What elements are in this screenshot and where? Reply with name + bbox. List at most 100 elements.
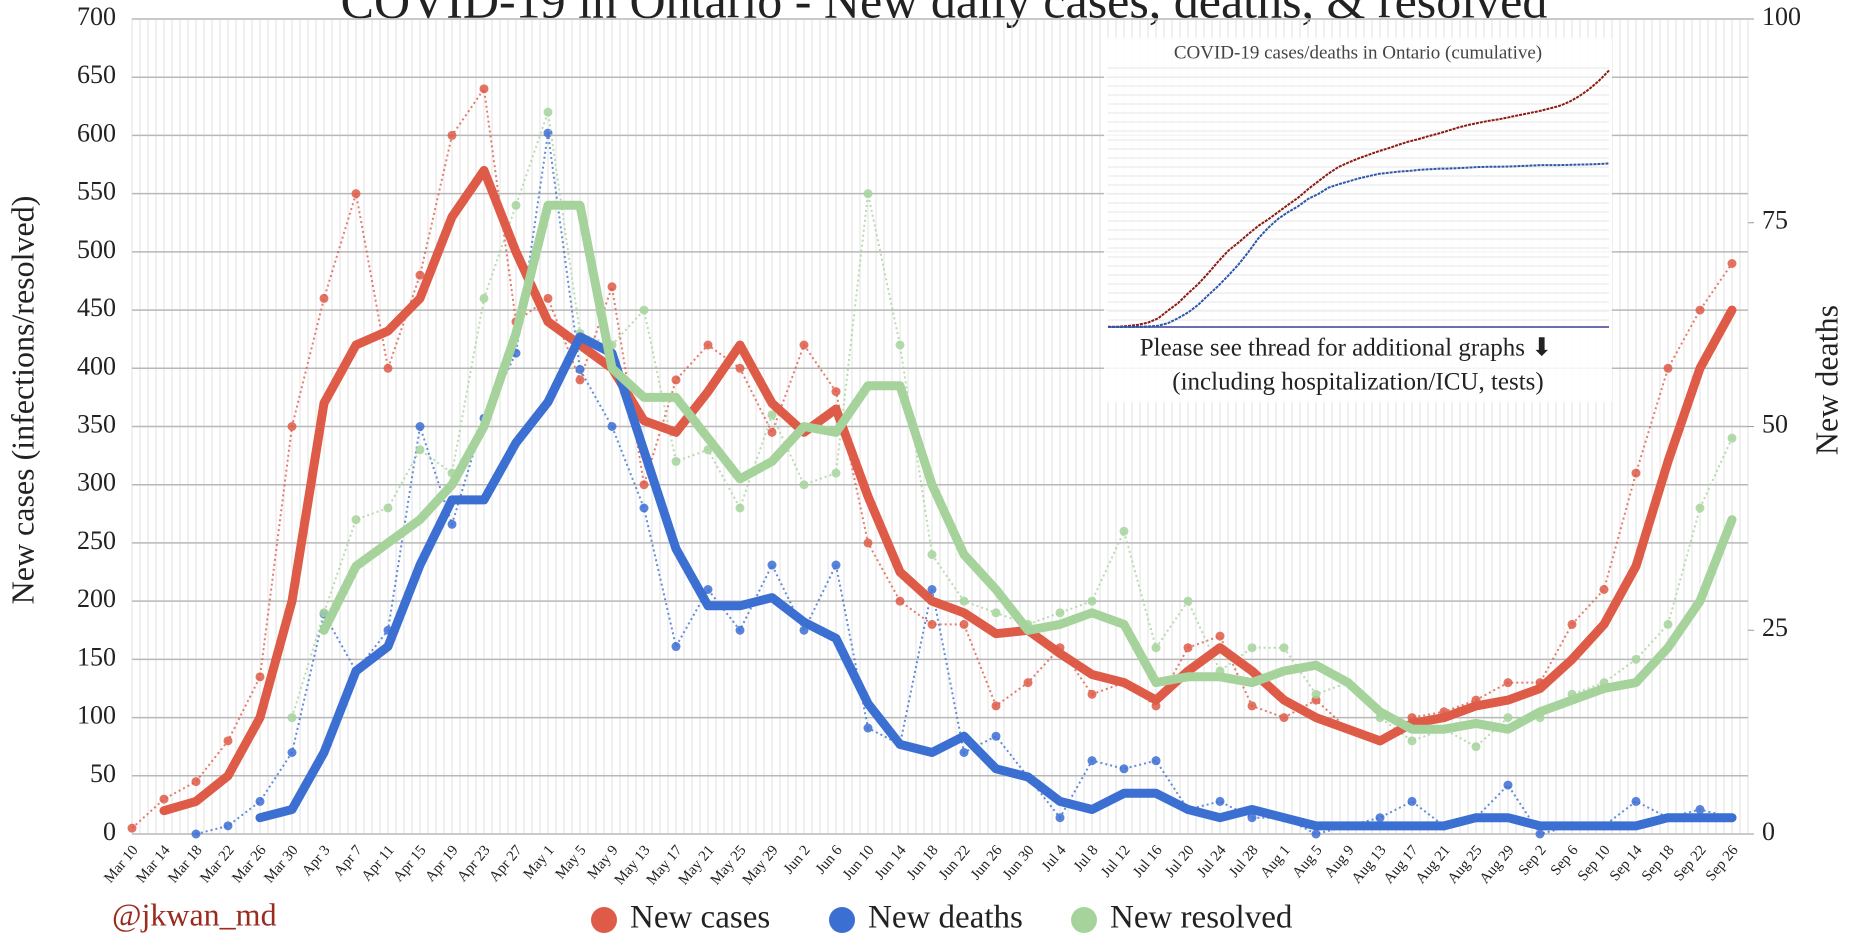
legend: New cases New deaths New resolved: [591, 900, 1293, 936]
x-tick-label: Jul 12: [1098, 842, 1134, 880]
legend-label: New resolved: [1110, 900, 1293, 936]
daily-point: [1247, 643, 1257, 653]
daily-point: [671, 375, 681, 385]
x-tick-label: Jul 24: [1194, 842, 1230, 880]
daily-point: [1151, 756, 1161, 766]
x-tick-label: Jun 2: [781, 842, 814, 877]
daily-point: [1695, 805, 1705, 815]
daily-point: [1119, 526, 1129, 536]
x-tick-label: Mar 26: [229, 842, 270, 886]
daily-point: [1407, 736, 1417, 746]
x-tick-label: Jun 22: [936, 842, 974, 883]
y-tick-label: 700: [77, 2, 116, 31]
daily-point: [1215, 796, 1225, 806]
daily-point: [735, 625, 745, 635]
x-tick-label: Jun 10: [840, 842, 878, 883]
daily-point: [1727, 259, 1737, 268]
x-tick-label: Aug 29: [1477, 842, 1518, 886]
daily-point: [1503, 713, 1513, 723]
daily-point: [127, 823, 137, 833]
daily-point: [927, 619, 937, 629]
daily-point: [415, 445, 425, 455]
chart-title: COVID-19 in Ontario - New daily cases, d…: [341, 0, 1548, 28]
daily-point: [1503, 780, 1513, 790]
daily-point: [991, 608, 1001, 618]
x-tick-label: Sep 10: [1575, 842, 1614, 884]
daily-point: [383, 363, 393, 373]
y-tick-label: 350: [77, 409, 116, 438]
daily-point: [735, 503, 745, 513]
daily-point: [831, 560, 841, 570]
x-tick-label: Mar 10: [101, 842, 141, 886]
x-tick-label: Apr 11: [359, 842, 398, 884]
inset-plot: [1107, 67, 1610, 328]
daily-point: [1631, 468, 1641, 478]
x-tick-label: May 5: [553, 842, 590, 882]
daily-point: [575, 364, 585, 374]
daily-point: [351, 515, 361, 525]
y-tick-label: 300: [77, 468, 116, 497]
daily-point: [1663, 619, 1673, 629]
daily-point: [799, 480, 809, 490]
daily-point: [1055, 813, 1065, 823]
daily-point: [895, 340, 905, 350]
y2-axis-label: New deaths: [1808, 305, 1844, 455]
y-tick-label: 50: [90, 759, 116, 788]
daily-point: [1695, 305, 1705, 315]
daily-point: [703, 585, 713, 594]
daily-point: [287, 422, 297, 431]
x-tick-label: Sep 18: [1639, 842, 1678, 884]
daily-point: [447, 130, 457, 140]
inset-title: COVID-19 cases/deaths in Ontario (cumula…: [1174, 42, 1542, 63]
x-tick-label: Sep 22: [1671, 842, 1710, 884]
y-tick-label: 650: [77, 60, 116, 89]
y-tick-label: 450: [77, 293, 116, 322]
daily-point: [831, 387, 841, 397]
x-tick-label: Sep 2: [1516, 842, 1550, 878]
daily-point: [607, 282, 617, 292]
daily-point: [639, 480, 649, 490]
daily-point: [863, 538, 873, 548]
daily-point: [1503, 678, 1513, 688]
y-tick-label: 0: [103, 817, 116, 846]
daily-point: [991, 731, 1001, 741]
x-tick-label: Mar 22: [197, 842, 237, 886]
x-tick-label: Apr 3: [299, 842, 333, 879]
legend-marker: [591, 907, 617, 933]
daily-point: [1727, 433, 1737, 443]
x-tick-label: Apr 23: [454, 842, 493, 885]
y2-tick-label: 25: [1762, 613, 1788, 642]
daily-point: [959, 748, 969, 757]
y-tick-label: 100: [77, 701, 116, 730]
daily-point: [223, 821, 233, 831]
daily-point: [415, 422, 425, 431]
daily-point: [1599, 585, 1609, 594]
y-tick-label: 550: [77, 177, 116, 206]
daily-point: [383, 503, 393, 513]
y2-tick-label: 75: [1762, 206, 1788, 235]
daily-point: [1087, 756, 1097, 766]
daily-point: [1407, 796, 1417, 806]
x-tick-label: May 1: [521, 842, 558, 882]
daily-point: [927, 550, 937, 560]
daily-point: [1631, 654, 1641, 664]
daily-point: [831, 468, 841, 478]
daily-point: [959, 619, 969, 629]
daily-point: [415, 270, 425, 280]
daily-point: [927, 585, 937, 594]
average-line: [319, 200, 1737, 734]
x-tick-label: Aug 5: [1290, 842, 1326, 881]
legend-marker: [829, 907, 855, 933]
daily-point: [287, 713, 297, 723]
x-tick-label: Jul 4: [1039, 842, 1070, 875]
y2-tick-label: 100: [1762, 2, 1801, 31]
daily-point: [863, 723, 873, 733]
daily-point: [1311, 689, 1321, 699]
daily-point: [799, 340, 809, 350]
daily-point: [1311, 829, 1321, 839]
y-tick-label: 200: [77, 584, 116, 613]
inset-note: (including hospitalization/ICU, tests): [1172, 369, 1543, 396]
x-tick-label: Sep 14: [1607, 842, 1646, 884]
legend-marker: [1071, 907, 1097, 933]
